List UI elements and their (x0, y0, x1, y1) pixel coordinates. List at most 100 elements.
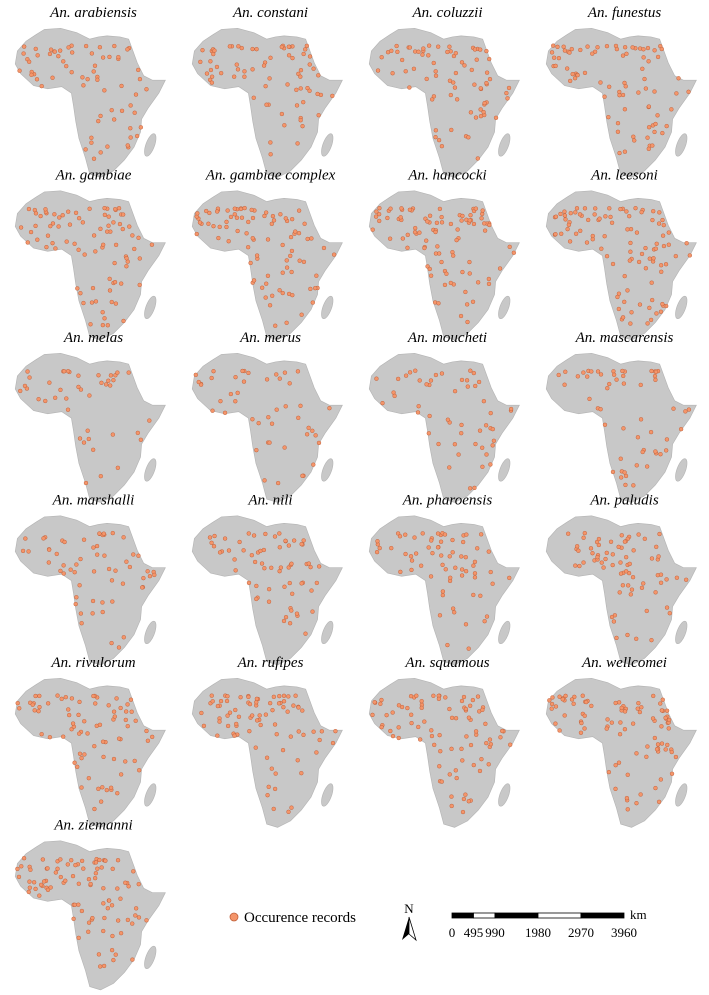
panel-title: An. marshalli (52, 493, 135, 509)
occurrence-dot (259, 561, 265, 566)
occurrence-dot (112, 43, 117, 49)
occurrence-dot (132, 246, 137, 252)
occurrence-dot (465, 384, 470, 389)
occurrence-dot (115, 886, 120, 891)
occurrence-dot (72, 760, 77, 765)
occurrence-dot (453, 565, 458, 570)
occurrence-dot (264, 210, 269, 215)
occurrence-dot (656, 221, 662, 226)
map-panel: An. paludis (545, 493, 697, 666)
occurrence-dot (64, 63, 69, 69)
occurrence-dot (61, 369, 67, 374)
occurrence-dot (204, 71, 210, 76)
occurrence-dot (632, 138, 637, 143)
occurrence-dot (377, 545, 382, 551)
occurrence-dot (299, 541, 304, 547)
occurrence-dot (459, 377, 465, 383)
occurrence-dot (434, 220, 440, 225)
occurrence-dot (232, 212, 237, 217)
occurrence-dot (419, 705, 424, 711)
occurrence-dot (109, 947, 115, 953)
occurrence-dot (649, 637, 654, 643)
occurrence-dot (557, 728, 562, 733)
occurrence-dot (604, 550, 609, 556)
occurrence-dot (622, 273, 627, 279)
occurrence-dot (488, 742, 494, 747)
occurrence-dot (56, 224, 61, 229)
map-panel: An. merus (191, 330, 343, 503)
occurrence-dot (250, 46, 255, 52)
occurrence-dot (453, 716, 459, 721)
occurrence-dot (610, 261, 616, 267)
occurrence-dot (289, 561, 294, 566)
occurrence-dot (144, 918, 149, 923)
occurrence-dot (442, 282, 448, 288)
madagascar (675, 620, 688, 645)
occurrence-dot (235, 228, 240, 234)
occurrence-dot (484, 48, 489, 54)
occurrence-dot (258, 722, 263, 728)
occurrence-dot (645, 321, 650, 326)
occurrence-dot (635, 435, 641, 440)
occurrence-dot (81, 83, 86, 88)
occurrence-dot (97, 722, 103, 727)
occurrence-dot (577, 212, 583, 217)
occurrence-dot (620, 92, 626, 98)
occurrence-dot (443, 695, 448, 700)
occurrence-dot (147, 418, 152, 423)
occurrence-dot (76, 384, 81, 390)
occurrence-dot (132, 758, 137, 764)
occurrence-dot (79, 621, 84, 626)
occurrence-dot (267, 76, 272, 81)
occurrence-dot (505, 96, 510, 101)
occurrence-dot (464, 378, 470, 383)
occurrence-dot (258, 548, 263, 554)
north-label: N (404, 901, 414, 916)
occurrence-dot (630, 575, 636, 580)
africa-map (14, 677, 166, 828)
occurrence-dot (433, 69, 438, 74)
continent (14, 840, 166, 991)
occurrence-dot (569, 46, 574, 52)
occurrence-dot (650, 217, 655, 223)
occurrence-dot (316, 564, 322, 569)
occurrence-dot (225, 713, 230, 718)
occurrence-dot (70, 721, 76, 726)
occurrence-dot (76, 881, 81, 886)
occurrence-dot (93, 249, 98, 254)
occurrence-dot (290, 55, 295, 61)
occurrence-dot (119, 108, 125, 113)
occurrence-dot (390, 71, 395, 76)
occurrence-dot (264, 377, 270, 382)
occurrence-dot (301, 732, 306, 738)
occurrence-dot (99, 380, 104, 385)
occurrence-dot (29, 72, 34, 77)
occurrence-dot (262, 566, 267, 571)
occurrence-dot (582, 726, 587, 731)
occurrence-dot (471, 563, 476, 568)
occurrence-dot (484, 614, 490, 619)
occurrence-dot (467, 218, 472, 223)
occurrence-dot (222, 410, 228, 415)
occurrence-dot (261, 63, 267, 68)
occurrence-dot (620, 368, 625, 374)
occurrence-dot (659, 708, 665, 713)
occurrence-dot (454, 775, 459, 781)
panel-title: An. funestus (587, 5, 661, 21)
occurrence-dot (234, 721, 239, 727)
occurrence-dot (429, 728, 434, 733)
occurrence-dot (664, 605, 670, 610)
occurrence-dot (641, 47, 646, 52)
occurrence-dot (265, 793, 270, 798)
occurrence-dot (101, 928, 106, 934)
occurrence-dot (269, 766, 274, 771)
occurrence-dot (296, 705, 301, 710)
occurrence-dot (478, 593, 483, 598)
occurrence-dot (634, 801, 639, 806)
occurrence-dot (398, 215, 403, 220)
occurrence-dot (106, 566, 112, 572)
occurrence-dot (653, 377, 658, 382)
occurrence-dot (310, 428, 315, 433)
occurrence-dot (654, 747, 660, 752)
occurrence-dot (106, 223, 111, 228)
